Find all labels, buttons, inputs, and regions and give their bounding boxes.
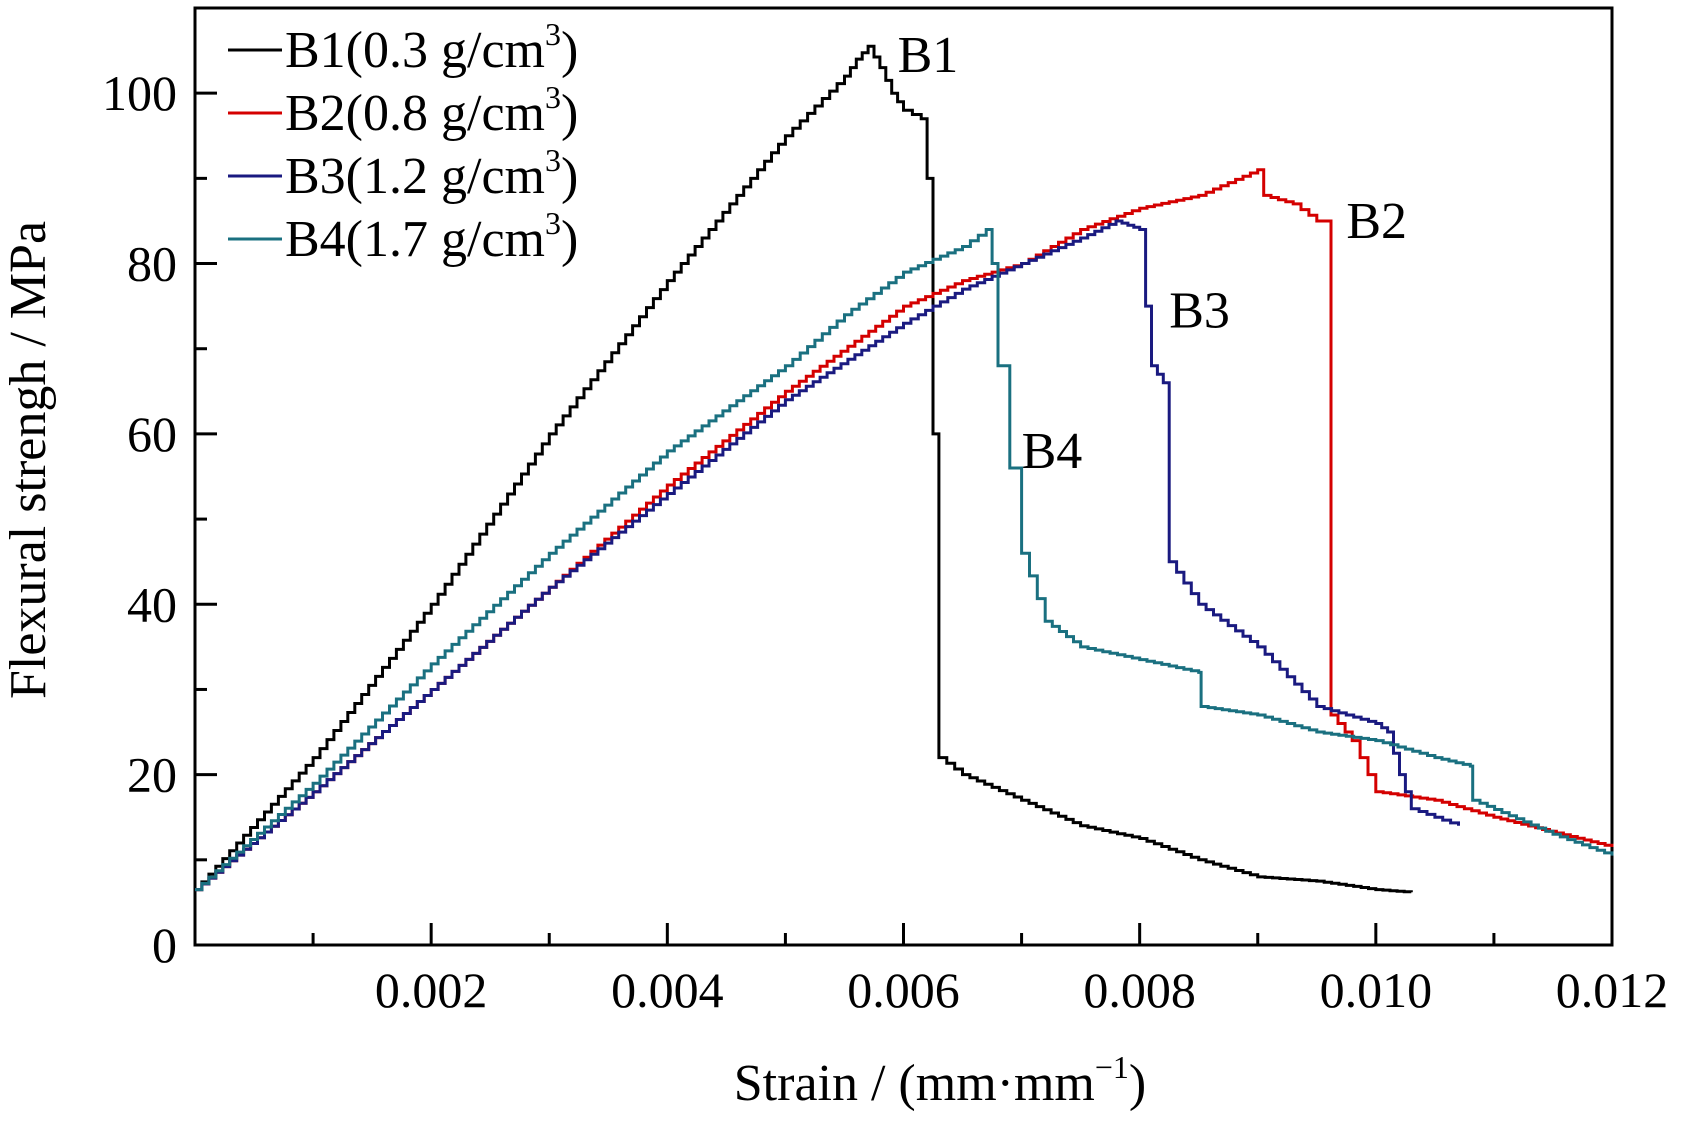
curve-label-b3: B3 [1169,282,1230,339]
x-axis-ticks: 0.002 0.004 0.006 0.008 0.010 0.012 [311,923,1669,1018]
x-tick-label: 0.004 [611,962,724,1018]
y-tick-label: 20 [127,747,177,803]
legend: B1(0.3 g/cm3)B2(0.8 g/cm3)B3(1.2 g/cm3)B… [228,16,578,268]
legend-entry-b2: B2(0.8 g/cm3) [285,79,578,142]
series-line-b4 [195,228,1614,892]
legend-entry-b3: B3(1.2 g/cm3) [285,142,578,205]
y-tick-label: 100 [102,65,177,121]
y-axis-ticks: 0 20 40 60 80 100 [102,65,217,973]
legend-entry-b4: B4(1.7 g/cm3) [285,205,578,268]
curve-label-b2: B2 [1346,193,1407,250]
series-line-b3 [195,219,1460,892]
curve-label-b4: B4 [1022,423,1083,480]
series-layer [195,44,1614,894]
series-line-b1 [195,44,1413,894]
y-tick-label: 40 [127,576,177,632]
x-tick-label: 0.008 [1083,962,1196,1018]
y-tick-label: 0 [152,917,177,973]
y-tick-label: 80 [127,236,177,292]
x-axis-title: Strain / (mm·mm−1) [734,1049,1146,1112]
legend-entry-b1: B1(0.3 g/cm3) [285,16,578,79]
y-tick-label: 60 [127,406,177,462]
x-tick-label: 0.006 [847,962,960,1018]
x-tick-label: 0.012 [1556,962,1669,1018]
curve-label-b1: B1 [898,27,959,84]
x-tick-label: 0.002 [375,962,488,1018]
y-axis-title: Flexural strengh / MPa [0,221,57,699]
x-tick-label: 0.010 [1320,962,1433,1018]
curve-labels: B1 B2 B3 B4 [898,27,1407,480]
